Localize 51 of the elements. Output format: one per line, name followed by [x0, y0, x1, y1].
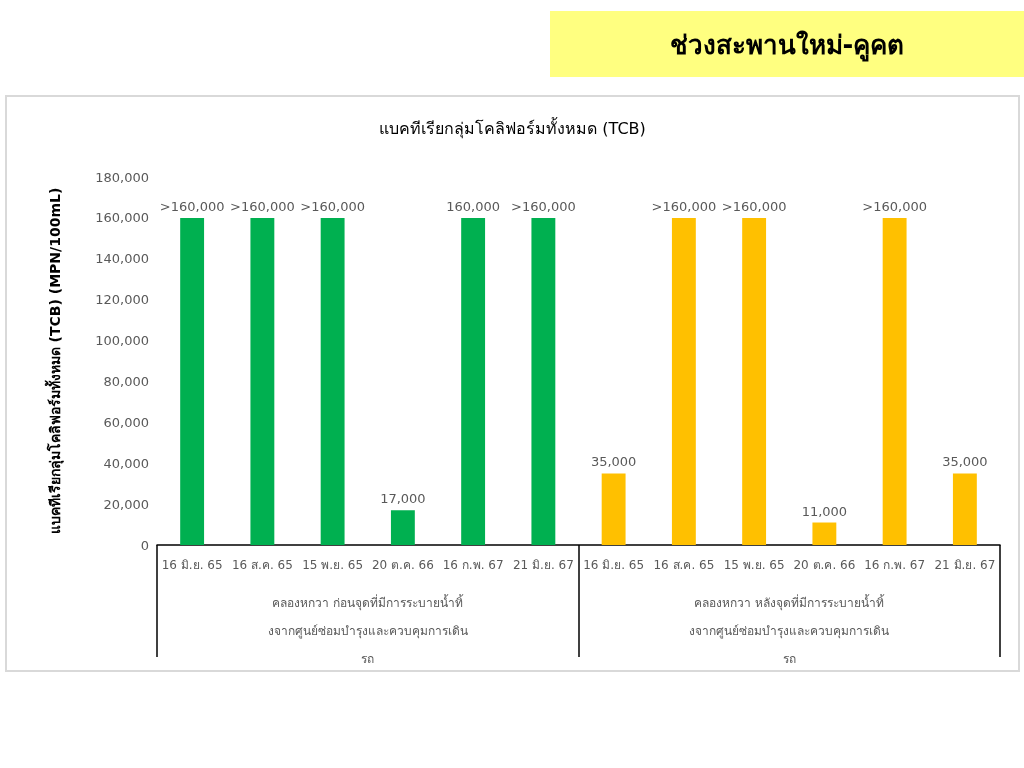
x-tick-label: 16 ก.พ. 67 — [442, 558, 504, 572]
bar — [180, 217, 205, 545]
data-label: >160,000 — [721, 198, 787, 214]
x-tick-label: 20 ต.ค. 66 — [371, 558, 434, 572]
x-tick-label: 16 ส.ค. 65 — [653, 558, 715, 572]
bar — [461, 217, 486, 545]
data-label: >160,000 — [159, 198, 225, 214]
x-tick-label: 15 พ.ย. 65 — [723, 558, 785, 572]
bar — [531, 217, 556, 545]
data-label: >160,000 — [300, 198, 365, 214]
x-tick-label: 20 ต.ค. 66 — [793, 558, 856, 572]
x-tick-label: 15 พ.ย. 65 — [302, 558, 364, 572]
data-label: 17,000 — [380, 491, 426, 507]
y-tick-label: 60,000 — [103, 414, 149, 430]
text: คลองหกวา ก่อนจุดที่มีการระบายน้ำทิ้งจากศูนย์ซ่อมบำรุงและควบคุมการเดินรถ — [267, 594, 468, 666]
data-label: >160,000 — [511, 198, 576, 214]
y-tick-label: 160,000 — [95, 210, 149, 226]
x-tick-label: 21 มิ.ย. 67 — [512, 558, 574, 572]
data-label: 11,000 — [801, 503, 848, 519]
y-tick-label: 40,000 — [103, 455, 149, 471]
bar — [952, 473, 977, 545]
y-tick-label: 20,000 — [103, 496, 149, 512]
y-tick-label: 180,000 — [95, 169, 149, 185]
text: คลองหกวา หลังจุดที่มีการระบายน้ำทิ้งจากศูนย์ซ่อมบำรุงและควบคุมการเดินรถ — [689, 594, 890, 666]
data-label: 35,000 — [590, 454, 637, 470]
data-label: >160,000 — [651, 198, 717, 214]
y-tick-label: 80,000 — [103, 373, 149, 389]
bar — [671, 217, 696, 545]
x-tick-label: 16 ส.ค. 65 — [231, 558, 293, 572]
bar — [742, 217, 767, 545]
data-label: >160,000 — [230, 198, 295, 214]
x-tick-label: 16 มิ.ย. 65 — [583, 558, 645, 572]
y-axis-title: แบคทีเรียกลุ่มโคลิฟอร์มทั้งหมด (TCB) (MPN/100mL) — [44, 187, 64, 535]
y-tick-label: 140,000 — [95, 251, 149, 267]
data-label: >160,000 — [862, 198, 927, 214]
chart-title: ช่วงสะพานใหม่-คูคต — [550, 11, 1024, 77]
y-tick-label: 120,000 — [95, 292, 149, 308]
data-label: 35,000 — [942, 454, 988, 470]
bar — [320, 217, 345, 545]
x-tick-label: 16 มิ.ย. 65 — [161, 558, 223, 572]
y-tick-label: 100,000 — [95, 333, 149, 349]
y-tick-label: 0 — [140, 537, 149, 553]
bar — [390, 510, 415, 545]
data-label: 160,000 — [446, 198, 501, 214]
chart-subtitle: แบคทีเรียกลุ่มโคลิฟอร์มทั้งหมด (TCB) — [379, 116, 646, 139]
x-tick-label: 21 มิ.ย. 67 — [934, 558, 996, 572]
x-tick-label: 16 ก.พ. 67 — [864, 558, 926, 572]
bar — [601, 473, 626, 545]
bar — [812, 522, 837, 545]
bar — [882, 217, 907, 545]
bar — [250, 217, 275, 545]
